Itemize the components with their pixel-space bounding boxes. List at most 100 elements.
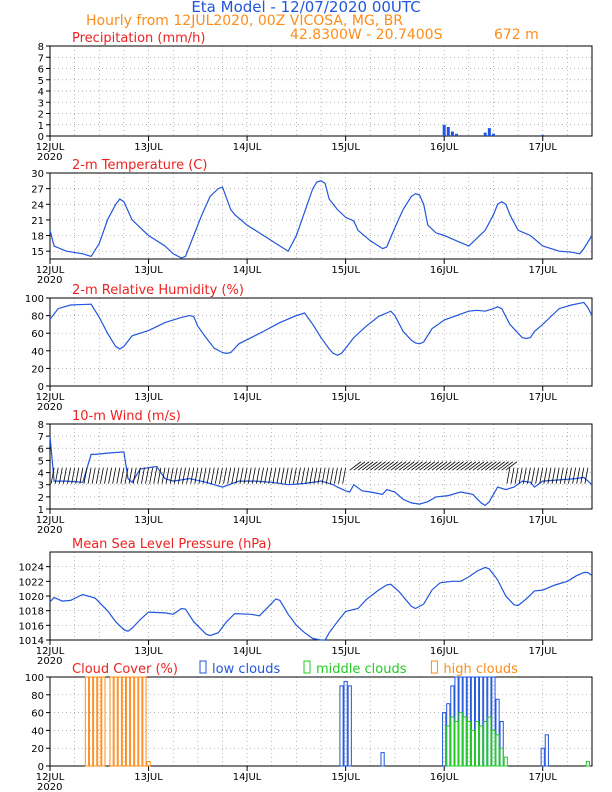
legend-label: middle clouds [316,662,407,677]
wind-arrow [398,461,411,471]
wind-arrow [349,461,362,471]
wind-arrow [535,467,540,484]
y-tick-label: 1014 [19,636,44,647]
x-tick-label: 12JUL [36,646,65,657]
y-tick-label: 4 [38,469,44,480]
wind-arrow [539,467,544,484]
wind-arrow [329,467,334,484]
legend-swatch [430,660,438,674]
x-year-label: 2020 [37,525,62,536]
wind-arrow [206,467,211,484]
cloud-bar-high-clouds [130,676,135,767]
wind-arrow [309,467,314,484]
page-title: Eta Model - 12/07/2020 00UTC [191,0,421,16]
wind-arrow [439,461,452,471]
cloud-bar-middle-clouds [454,721,459,767]
wind-arrow [149,467,154,484]
cloud-bar-high-clouds [146,761,151,767]
cloud-bar-middle-clouds [450,716,455,767]
cloud-bar-low-clouds [339,685,344,767]
wind-arrow [280,467,285,484]
x-tick-label: 14JUL [233,265,262,276]
y-tick-label: 18 [31,232,44,243]
wind-arrow [297,467,301,484]
y-tick-label: 5 [38,76,44,87]
wind-arrow [157,467,162,484]
wind-arrow [423,461,436,471]
precip-bar [541,134,545,136]
wind-arrow [251,467,256,484]
precip-bar [487,128,491,136]
wind-arrow [448,461,460,471]
wind-arrow [505,461,518,471]
wind-arrow [497,461,510,471]
y-tick-label: 100 [25,673,44,684]
y-tick-label: 21 [31,216,44,227]
y-tick-label: 1016 [19,621,44,632]
x-tick-label: 14JUL [233,515,262,526]
wind-arrow [128,467,133,484]
plot-frame [49,297,593,387]
y-tick-label: 0 [38,382,44,393]
x-tick-label: 17JUL [528,515,557,526]
wind-arrow [435,461,448,471]
wind-arrow [186,467,190,484]
x-tick-label: 16JUL [430,646,459,657]
wind-arrow [321,467,326,484]
y-tick-label: 6 [38,65,44,76]
cloud-bar-middle-clouds [585,761,590,767]
cloud-bar-middle-clouds [495,734,500,767]
rh-panel: 0 20 40 60 80 100 12JUL 13JUL 14JUL 15JUL 16JUL 17J… [25,283,593,413]
wind-arrow [268,467,273,484]
x-tick-label: 13JUL [134,265,163,276]
x-tick-label: 17JUL [528,265,557,276]
y-tick-label: 100 [25,294,44,305]
wind-arrow [522,467,527,484]
wind-arrow [79,467,84,484]
wind-arrow [317,467,322,484]
wind-arrow [468,461,481,471]
y-tick-label: 30 [31,169,44,180]
cloud-bar-high-clouds [134,676,139,767]
wind-arrow [165,467,170,484]
x-tick-label: 14JUL [233,392,262,403]
x-year-label: 2020 [37,782,62,792]
cloud-bar-middle-clouds [503,756,508,767]
cloud-bar-low-clouds [544,734,549,767]
wind-arrow [284,467,289,484]
cloud-bar-high-clouds [121,676,127,767]
cloud-bar-middle-clouds [483,721,488,767]
wind-arrow [276,467,281,484]
x-tick-label: 15JUL [331,646,360,657]
wind-arrow [223,467,227,484]
cloud-bar-middle-clouds [458,712,463,767]
wind-arrow [543,467,548,484]
wind-arrow [559,467,564,484]
wind-arrow [301,467,305,484]
wind-arrow [136,467,141,484]
station-coordinates: 42.8300W - 20.7400S [290,27,443,43]
x-tick-label: 15JUL [331,515,360,526]
wind-arrow [54,467,59,484]
x-tick-label: 13JUL [134,392,163,403]
cloud-bar-middle-clouds [446,725,451,767]
cloud-bar-high-clouds [84,676,90,767]
wind-arrow [124,467,129,484]
wind-arrow [63,467,67,484]
wind-arrow [153,467,158,484]
wind-arrow [551,467,556,484]
wind-arrow [514,467,519,484]
y-tick-label: 8 [38,420,44,431]
wind-arrow [264,467,269,484]
chart-title: Precipitation (mm/h) [72,31,205,46]
wind-arrow [489,461,501,471]
cloud-bar-high-clouds [117,676,122,767]
wind-arrow [210,467,215,484]
y-tick-label: 6 [38,444,44,455]
cloud-bar-high-clouds [88,676,94,767]
wind-arrow [194,467,199,484]
wind-arrow [91,467,96,484]
